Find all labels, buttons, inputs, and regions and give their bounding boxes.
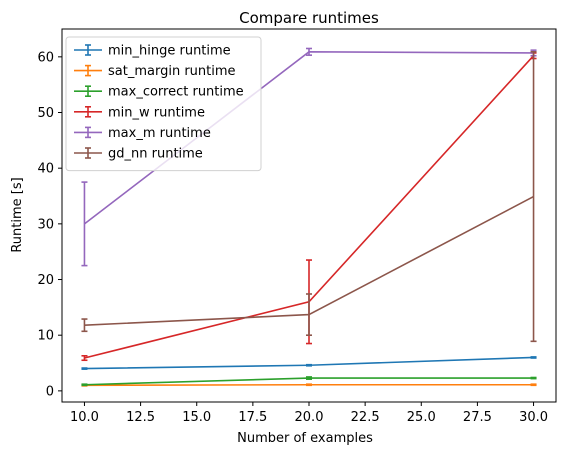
x-axis-label: Number of examples	[237, 431, 373, 446]
legend-item: min_hinge runtime	[74, 44, 231, 59]
legend-item: max_m runtime	[74, 126, 211, 141]
legend-box	[65, 36, 262, 172]
legend-item: gd_nn runtime	[74, 147, 203, 162]
x-tick-label: 30.0	[519, 410, 548, 425]
legend: min_hinge runtime sat_margin runtime max_c…	[65, 36, 262, 172]
legend-label: min_hinge runtime	[108, 44, 231, 59]
series-gd_nn	[81, 51, 537, 343]
legend-label: min_w runtime	[108, 105, 205, 120]
y-tick-label: 10	[37, 329, 54, 344]
x-tick-label: 27.5	[463, 410, 492, 425]
x-tick-label: 22.5	[351, 410, 380, 425]
legend-item: sat_margin runtime	[74, 64, 236, 79]
series-max_correct	[81, 376, 537, 387]
series-min_hinge	[81, 356, 537, 370]
x-tick-label: 20.0	[295, 410, 324, 425]
legend-label: sat_margin runtime	[108, 64, 236, 79]
legend-item: max_correct runtime	[74, 85, 244, 100]
y-tick-label: 60	[37, 50, 54, 65]
y-tick-label: 30	[37, 217, 54, 232]
x-tick-label: 25.0	[407, 410, 436, 425]
x-axis-ticks: 10.0 12.5 15.0 17.5 20.0 22.5 25.0 27.5 30.0	[70, 402, 548, 425]
y-tick-label: 20	[37, 273, 54, 288]
y-tick-label: 0	[46, 384, 54, 399]
series-line	[84, 356, 534, 370]
legend-label: gd_nn runtime	[108, 147, 203, 162]
legend-label: max_correct runtime	[108, 85, 244, 100]
y-tick-label: 40	[37, 162, 54, 177]
legend-label: max_m runtime	[108, 126, 211, 141]
chart-title: Compare runtimes	[239, 9, 379, 27]
series-sat_margin	[81, 383, 537, 387]
y-axis-label: Runtime [s]	[10, 177, 25, 252]
x-tick-label: 17.5	[238, 410, 267, 425]
x-tick-label: 10.0	[70, 410, 99, 425]
x-tick-label: 12.5	[126, 410, 155, 425]
x-tick-label: 15.0	[182, 410, 211, 425]
y-tick-label: 50	[37, 106, 54, 121]
legend-item: min_w runtime	[74, 105, 205, 120]
y-axis-ticks: 0 10 20 30 40 50 60	[37, 50, 62, 399]
